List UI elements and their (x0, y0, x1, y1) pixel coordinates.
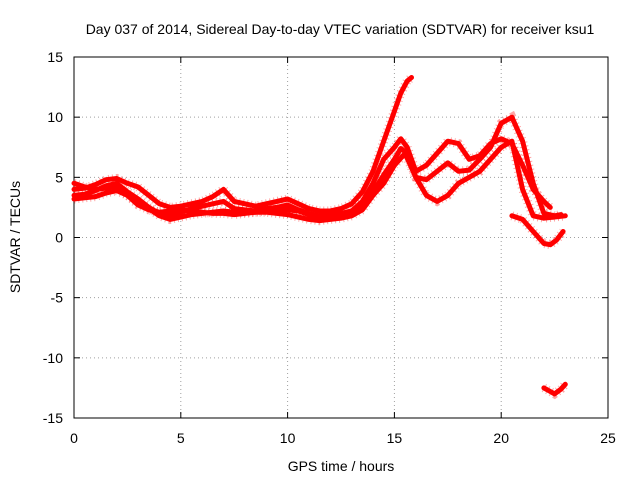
series-group (71, 74, 569, 400)
y-axis-label: SDTVAR / TECUs (7, 181, 23, 293)
axis-ticks: 0 5 10 15 20 25 -15 -10 -5 0 5 10 15 (43, 49, 616, 446)
series-jitter-track-f (541, 381, 569, 400)
y-tick-label: -10 (43, 350, 63, 366)
x-tick-label: 15 (387, 430, 403, 446)
y-tick-label: 5 (55, 169, 63, 185)
x-axis-label: GPS time / hours (288, 458, 395, 474)
series-line-track-f (541, 381, 568, 397)
x-tick-label: 10 (280, 430, 296, 446)
series-jitter-track-d (72, 134, 566, 226)
y-tick-label: 10 (47, 109, 63, 125)
chart-title: Day 037 of 2014, Sidereal Day-to-day VTE… (86, 21, 595, 37)
y-tick-label: 15 (47, 49, 63, 65)
y-tick-label: -15 (43, 410, 63, 426)
x-tick-label: 25 (600, 430, 616, 446)
x-tick-label: 20 (493, 430, 509, 446)
series-line-track-d (71, 138, 568, 224)
series-line-track-a (71, 75, 414, 214)
x-tick-label: 0 (70, 430, 78, 446)
series-line-track-c (71, 114, 564, 222)
y-tick-label: -5 (51, 290, 64, 306)
series-line-track-e (509, 213, 566, 248)
y-tick-label: 0 (55, 230, 63, 246)
series-jitter-track-c (73, 110, 562, 225)
x-tick-label: 5 (177, 430, 185, 446)
